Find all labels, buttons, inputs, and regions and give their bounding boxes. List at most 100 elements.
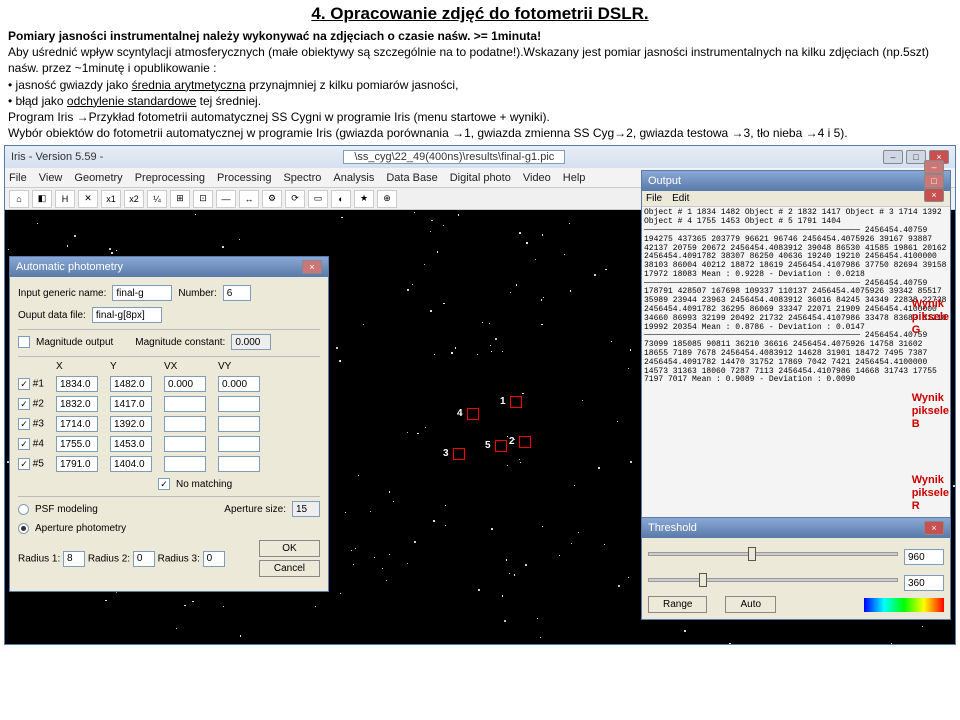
hi-input[interactable] — [904, 549, 944, 565]
toolbar-button[interactable]: ▭ — [308, 190, 328, 208]
aperture-size-label: Aperture size: — [224, 504, 286, 515]
no-matching-checkbox[interactable]: ✓ — [158, 478, 170, 490]
coord-input[interactable] — [110, 436, 152, 452]
coord-input[interactable] — [56, 456, 98, 472]
menu-digital photo[interactable]: Digital photo — [450, 172, 511, 184]
doc-paragraph: Pomiary jasności instrumentalnej należy … — [0, 28, 960, 141]
range-button[interactable]: Range — [648, 596, 707, 613]
toolbar-button[interactable]: ⊕ — [377, 190, 397, 208]
row-checkbox[interactable]: ✓ — [18, 458, 30, 470]
output-menu: File Edit — [642, 191, 950, 207]
close-icon[interactable]: × — [924, 521, 944, 535]
r3-input[interactable] — [203, 551, 225, 567]
toolbar-button[interactable]: ◧ — [32, 190, 52, 208]
cancel-button[interactable]: Cancel — [259, 560, 320, 577]
close-icon[interactable]: × — [924, 188, 944, 202]
minimize-icon[interactable]: – — [924, 160, 944, 174]
menu-file[interactable]: File — [9, 172, 27, 184]
toolbar-button[interactable]: ↔ — [239, 190, 259, 208]
coord-input[interactable] — [56, 396, 98, 412]
row-checkbox[interactable]: ✓ — [18, 438, 30, 450]
coord-input[interactable] — [164, 456, 206, 472]
row-id: ✓ #4 — [18, 438, 48, 450]
output-menu-file[interactable]: File — [646, 193, 662, 204]
toolbar-button[interactable]: — — [216, 190, 236, 208]
row-checkbox[interactable]: ✓ — [18, 398, 30, 410]
toolbar-button[interactable]: ⚙ — [262, 190, 282, 208]
aperture-size-input[interactable] — [292, 501, 320, 517]
toolbar-button[interactable]: ⟳ — [285, 190, 305, 208]
row-checkbox[interactable]: ✓ — [18, 418, 30, 430]
photometry-marker[interactable] — [453, 448, 465, 460]
menu-geometry[interactable]: Geometry — [74, 172, 122, 184]
lo-input[interactable] — [904, 575, 944, 591]
coord-input[interactable] — [218, 416, 260, 432]
coord-input[interactable] — [164, 436, 206, 452]
coord-input[interactable] — [164, 416, 206, 432]
coord-input[interactable] — [110, 416, 152, 432]
magnitude-output-checkbox[interactable] — [18, 336, 30, 348]
number-input[interactable] — [223, 285, 251, 301]
coord-input[interactable] — [164, 376, 206, 392]
r1-label: Radius 1: — [18, 553, 60, 564]
maximize-icon[interactable]: □ — [924, 174, 944, 188]
menu-analysis[interactable]: Analysis — [333, 172, 374, 184]
toolbar-button[interactable]: ★ — [354, 190, 374, 208]
psf-radio[interactable] — [18, 504, 29, 515]
menu-spectro[interactable]: Spectro — [283, 172, 321, 184]
palette-icon[interactable] — [864, 598, 944, 612]
photometry-marker[interactable] — [495, 440, 507, 452]
number-label: Number: — [178, 288, 216, 299]
coord-input[interactable] — [56, 376, 98, 392]
maximize-icon[interactable]: □ — [906, 150, 926, 164]
photometry-marker[interactable] — [510, 396, 522, 408]
r1-input[interactable] — [63, 551, 85, 567]
coord-input[interactable] — [56, 416, 98, 432]
menu-video[interactable]: Video — [523, 172, 551, 184]
coord-input[interactable] — [218, 436, 260, 452]
toolbar-button[interactable]: ◐ — [331, 190, 351, 208]
generic-name-input[interactable] — [112, 285, 172, 301]
coord-input[interactable] — [164, 396, 206, 412]
row-id: ✓ #3 — [18, 418, 48, 430]
path-field[interactable]: \ss_cyg\22_49(400ns)\results\final-g1.pi… — [343, 150, 565, 164]
toolbar-button[interactable]: x1 — [101, 190, 121, 208]
close-icon[interactable]: × — [302, 260, 322, 274]
coord-input[interactable] — [218, 376, 260, 392]
row-checkbox[interactable]: ✓ — [18, 378, 30, 390]
menu-view[interactable]: View — [39, 172, 63, 184]
output-menu-edit[interactable]: Edit — [672, 193, 689, 204]
auto-button[interactable]: Auto — [725, 596, 776, 613]
toolbar-button[interactable]: ✕ — [78, 190, 98, 208]
coord-input[interactable] — [218, 396, 260, 412]
menu-preprocessing[interactable]: Preprocessing — [135, 172, 205, 184]
minimize-icon[interactable]: – — [883, 150, 903, 164]
photometry-marker[interactable] — [467, 408, 479, 420]
r3-label: Radius 3: — [158, 553, 200, 564]
aperture-radio[interactable] — [18, 523, 29, 534]
photometry-marker[interactable] — [519, 436, 531, 448]
toolbar-button[interactable]: H — [55, 190, 75, 208]
menu-data base[interactable]: Data Base — [386, 172, 437, 184]
menu-processing[interactable]: Processing — [217, 172, 271, 184]
lo-slider[interactable] — [648, 578, 898, 582]
ok-button[interactable]: OK — [259, 540, 320, 557]
coord-input[interactable] — [110, 376, 152, 392]
toolbar-button[interactable]: ¼ — [147, 190, 167, 208]
toolbar-button[interactable]: ⊞ — [170, 190, 190, 208]
hi-slider[interactable] — [648, 552, 898, 556]
output-window: Output – □ × File Edit Object # 1 1834 1… — [641, 170, 951, 538]
grid-header: Y — [110, 361, 156, 372]
coord-input[interactable] — [56, 436, 98, 452]
coord-input[interactable] — [110, 456, 152, 472]
menu-help[interactable]: Help — [563, 172, 586, 184]
toolbar-button[interactable]: x2 — [124, 190, 144, 208]
r2-input[interactable] — [133, 551, 155, 567]
toolbar-button[interactable]: ⌂ — [9, 190, 29, 208]
coord-input[interactable] — [110, 396, 152, 412]
magnitude-constant-input[interactable] — [231, 334, 271, 350]
output-file-input[interactable] — [92, 307, 162, 323]
coord-input[interactable] — [218, 456, 260, 472]
marker-label: 2 — [509, 436, 515, 447]
toolbar-button[interactable]: ⊡ — [193, 190, 213, 208]
